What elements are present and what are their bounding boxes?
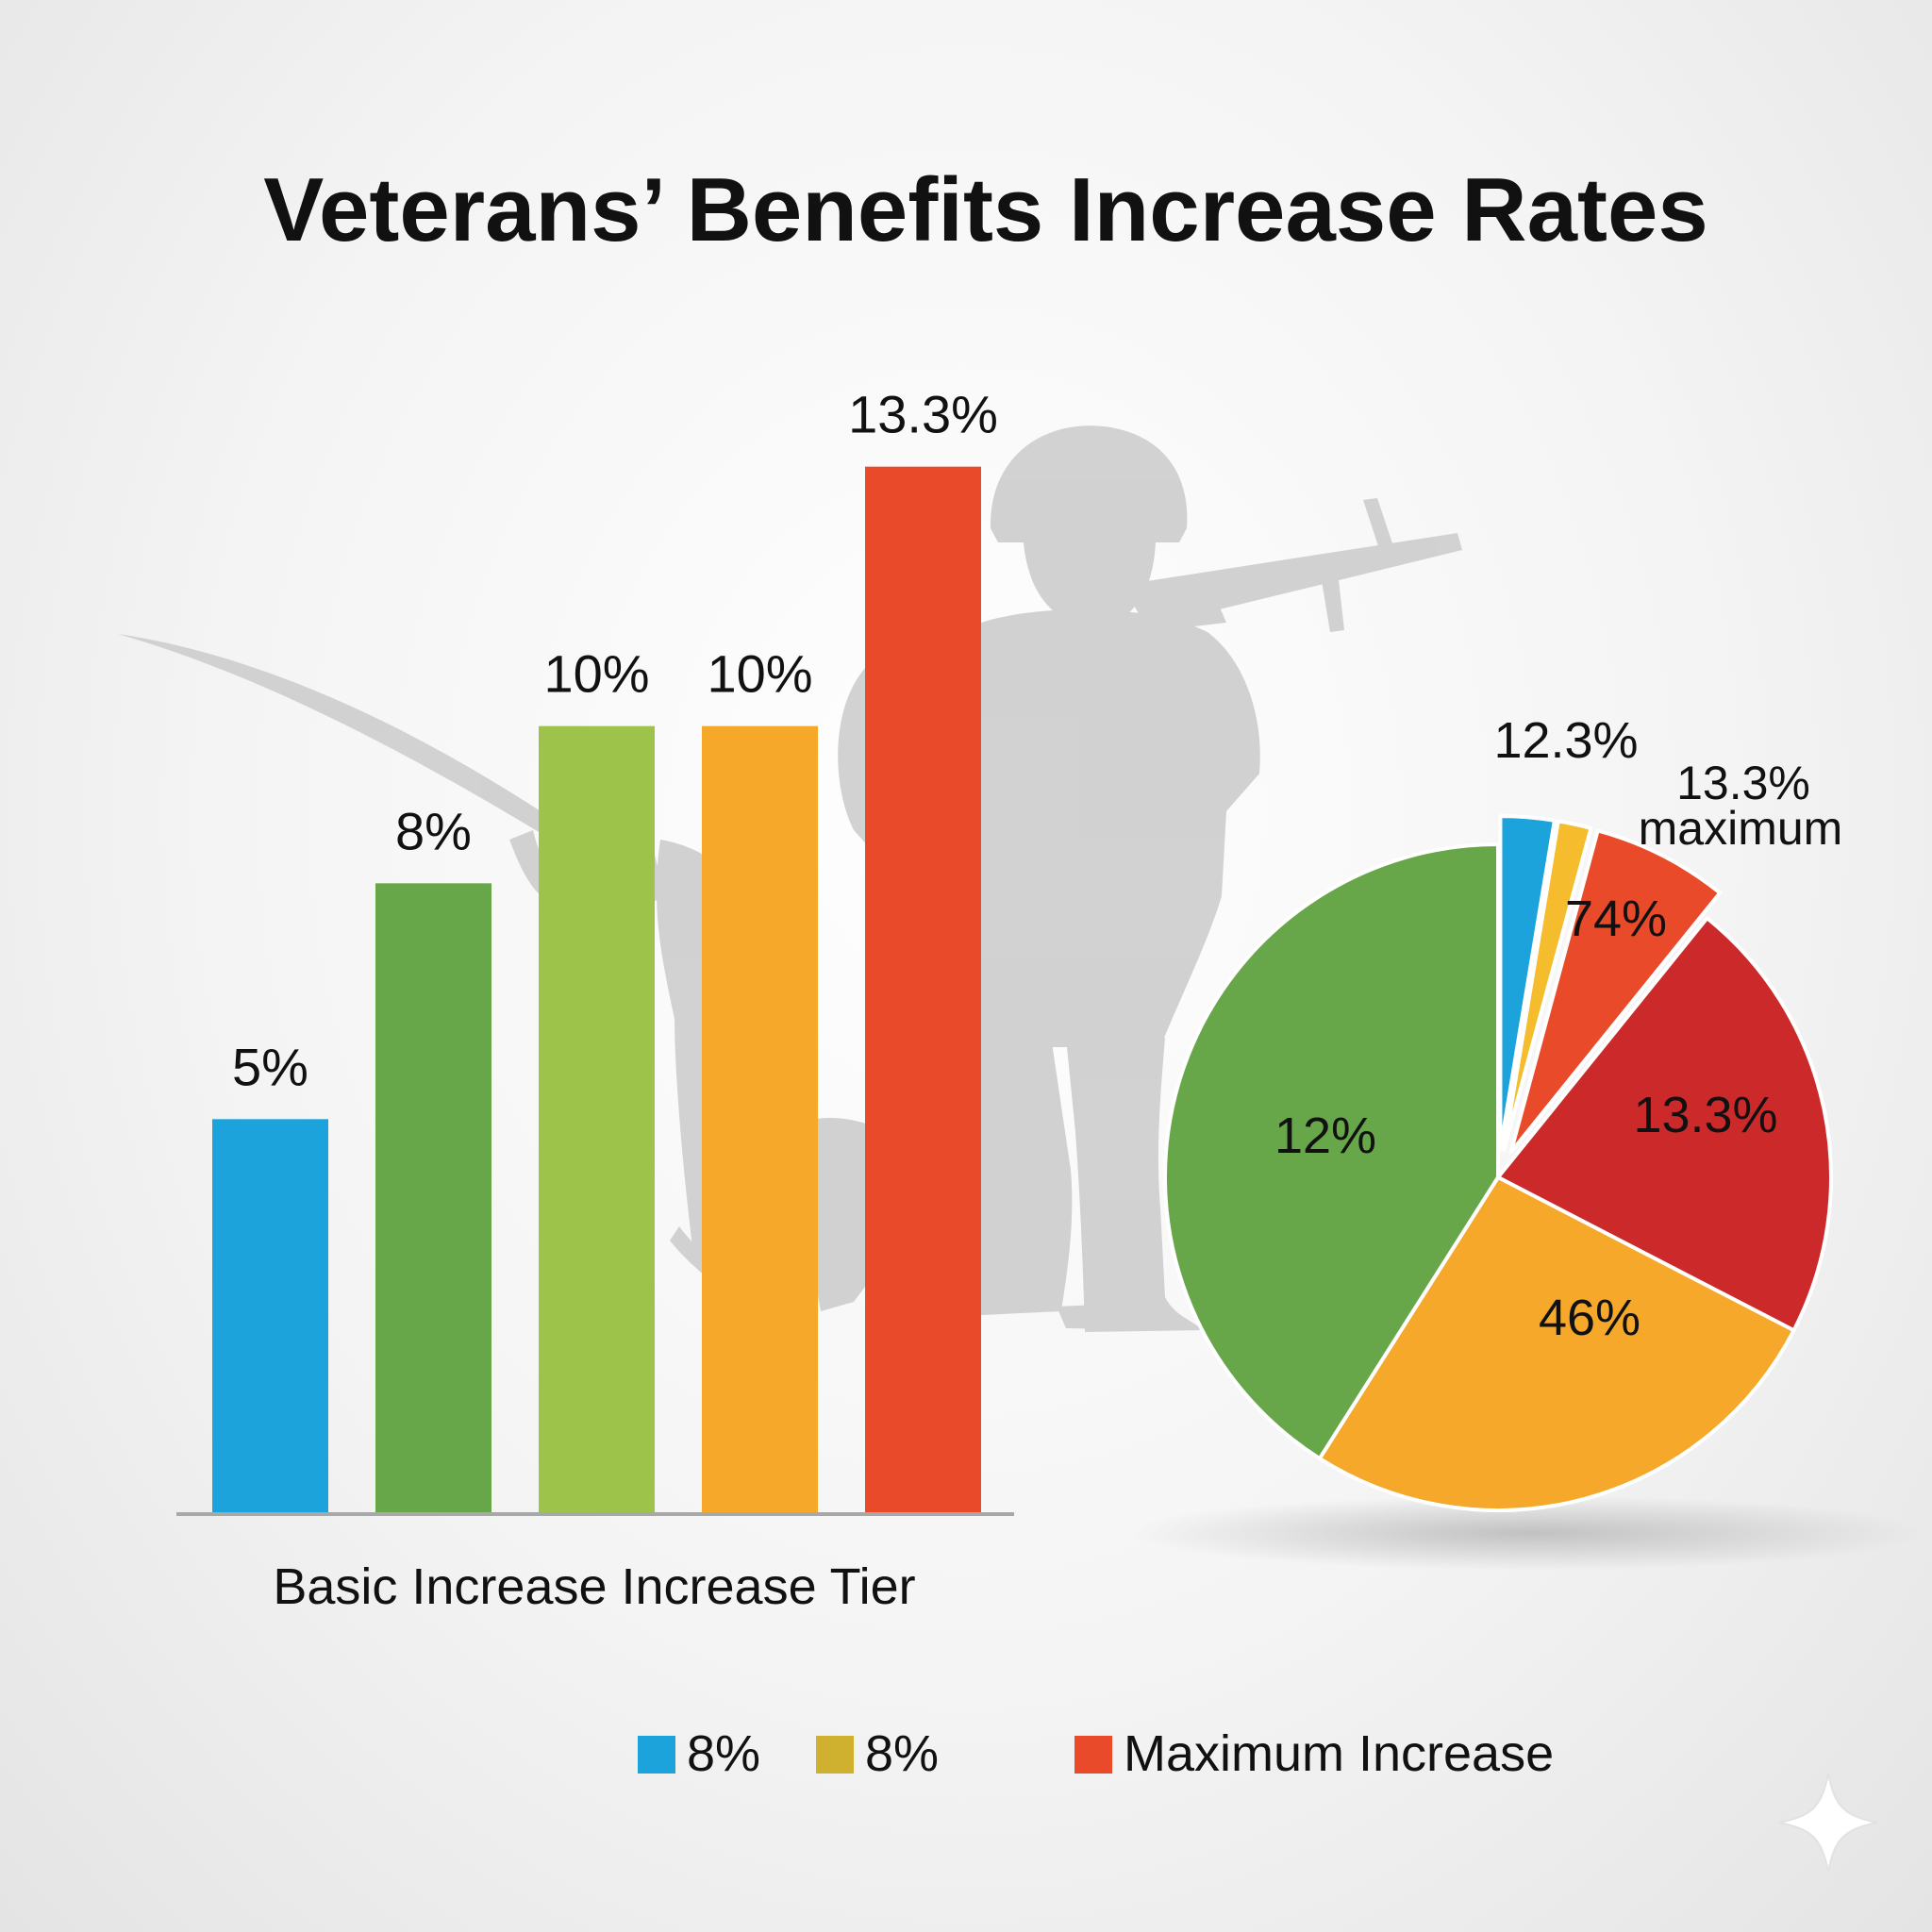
bar-chart-x-axis-label: Basic Increase Increase Tier bbox=[273, 1558, 915, 1615]
pie-slice-4 bbox=[1496, 916, 1833, 1333]
pie-slice-5 bbox=[1317, 1175, 1796, 1513]
pie-slice-3 bbox=[1508, 828, 1723, 1155]
pie-slice-4-label: 13.3% bbox=[1633, 1087, 1777, 1143]
bar-chart: 5% 8% 10% 10% 13.3% Basic Increase Increase … bbox=[176, 385, 1014, 1615]
pie-annotation: 13.3% maximum bbox=[1639, 757, 1843, 855]
legend-item-1: 8% bbox=[638, 1725, 760, 1782]
legend-swatch bbox=[1074, 1736, 1112, 1774]
legend-label: 8% bbox=[865, 1725, 939, 1782]
bar-3 bbox=[539, 725, 655, 1512]
bar-5 bbox=[865, 466, 981, 1513]
legend-swatch bbox=[638, 1736, 675, 1774]
pie-chart-shadow bbox=[1132, 1495, 1924, 1571]
legend-label: Maximum Increase bbox=[1124, 1725, 1554, 1782]
pie-slice-3-label: 74% bbox=[1565, 891, 1667, 947]
bar-1-label: 5% bbox=[232, 1037, 308, 1096]
pie-slice-6-label: 12% bbox=[1274, 1108, 1376, 1164]
pie-slice-1-label: 12.3% bbox=[1493, 712, 1638, 769]
bar-2 bbox=[375, 883, 491, 1512]
legend-item-2: 8% bbox=[816, 1725, 939, 1782]
chart-title: Veterans’ Benefits Increase Rates bbox=[263, 159, 1708, 260]
pie-slice-6 bbox=[1162, 842, 1500, 1461]
pie-slice-1 bbox=[1498, 814, 1557, 1152]
pie-chart: 12.3% 74% 13.3% 46% 12% 13.3% maximum bbox=[1132, 712, 1924, 1571]
legend-label: 8% bbox=[687, 1725, 760, 1782]
bar-4-label: 10% bbox=[707, 644, 812, 704]
pie-annotation-line-1: 13.3% bbox=[1676, 757, 1810, 809]
bar-2-label: 8% bbox=[395, 801, 472, 860]
bar-3-label: 10% bbox=[543, 644, 649, 704]
legend: 8% 8% Maximum Increase bbox=[638, 1725, 1554, 1782]
bar-4 bbox=[702, 725, 818, 1512]
pie-slice-5-label: 46% bbox=[1539, 1290, 1641, 1346]
bar-5-label: 13.3% bbox=[848, 385, 998, 444]
pie-annotation-line-2: maximum bbox=[1639, 802, 1843, 855]
legend-swatch bbox=[816, 1736, 854, 1774]
pie-slice-2 bbox=[1502, 819, 1593, 1152]
bar-1 bbox=[212, 1119, 328, 1512]
sparkle-icon bbox=[1778, 1773, 1878, 1873]
legend-item-3: Maximum Increase bbox=[1074, 1725, 1554, 1782]
